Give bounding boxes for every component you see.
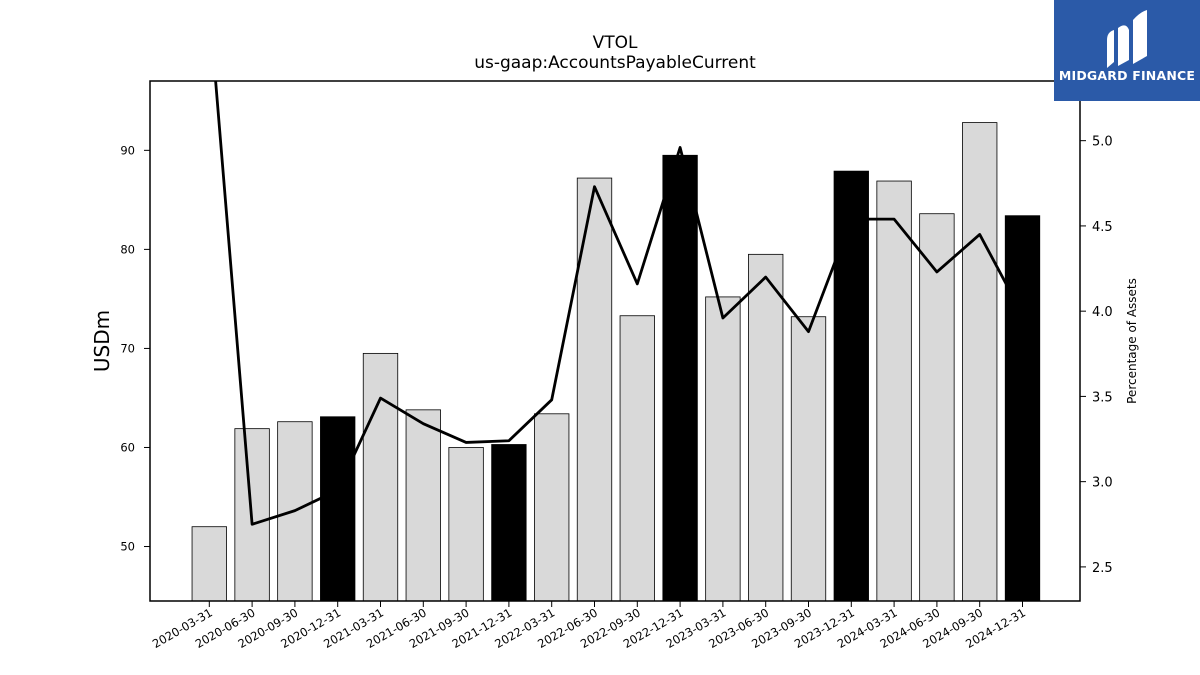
bar-2021-03-31 — [362, 352, 399, 602]
chart-title: VTOL — [593, 33, 638, 53]
line-series — [214, 81, 1024, 526]
bar-2024-03-31 — [876, 180, 912, 602]
bar-series — [191, 122, 1041, 602]
bar-2024-12-31 — [1004, 215, 1041, 602]
y-right-tick-label: 4.5 — [1092, 220, 1113, 235]
brand-logo: MIDGARD FINANCE — [1054, 0, 1200, 101]
y-tick-label: 70 — [120, 341, 135, 355]
bar-2023-09-30 — [790, 316, 827, 602]
y-axis-label-right: Percentage of Assets — [1125, 278, 1139, 404]
y-axis-right: 2.5 3.0 3.5 4.0 4.5 5.0 — [1080, 135, 1113, 576]
x-axis: 2020-03-312020-06-302020-09-302020-12-31… — [150, 601, 1028, 651]
y-right-tick-label: 3.0 — [1092, 476, 1113, 491]
bar-2023-03-31 — [705, 296, 741, 602]
midgard-m-logo-icon — [1107, 10, 1147, 68]
y-axis-left: 50 60 70 80 90 — [120, 143, 150, 554]
bar-2024-06-30 — [919, 213, 955, 602]
bar-2021-12-31 — [491, 444, 527, 602]
y-tick-label: 90 — [120, 143, 135, 157]
y-right-tick-label: 4.0 — [1092, 305, 1113, 320]
brand-name: MIDGARD FINANCE — [1058, 68, 1196, 83]
chart-subtitle: us-gaap:AccountsPayableCurrent — [474, 53, 756, 73]
y-tick-label: 80 — [120, 242, 135, 256]
y-tick-label: 50 — [120, 540, 135, 554]
y-right-tick-label: 5.0 — [1092, 135, 1113, 150]
bar-2024-09-30 — [962, 122, 998, 602]
bar-2020-12-31 — [320, 416, 356, 602]
bar-2022-12-31 — [662, 154, 698, 602]
bar-2021-06-30 — [405, 409, 441, 602]
bar-2022-03-31 — [534, 413, 570, 602]
bar-2022-09-30 — [619, 315, 655, 602]
bar-2023-06-30 — [748, 253, 784, 602]
percentage-line — [214, 81, 1024, 526]
bar-2023-12-31 — [833, 170, 869, 602]
bar-2021-09-30 — [448, 447, 484, 602]
y-right-tick-label: 2.5 — [1092, 561, 1113, 576]
plot-frame — [149, 80, 1081, 602]
y-axis-label-left: USDm — [90, 310, 114, 372]
y-tick-label: 60 — [120, 440, 135, 454]
bar-2020-03-31 — [191, 526, 227, 602]
y-right-tick-label: 3.5 — [1092, 390, 1113, 405]
